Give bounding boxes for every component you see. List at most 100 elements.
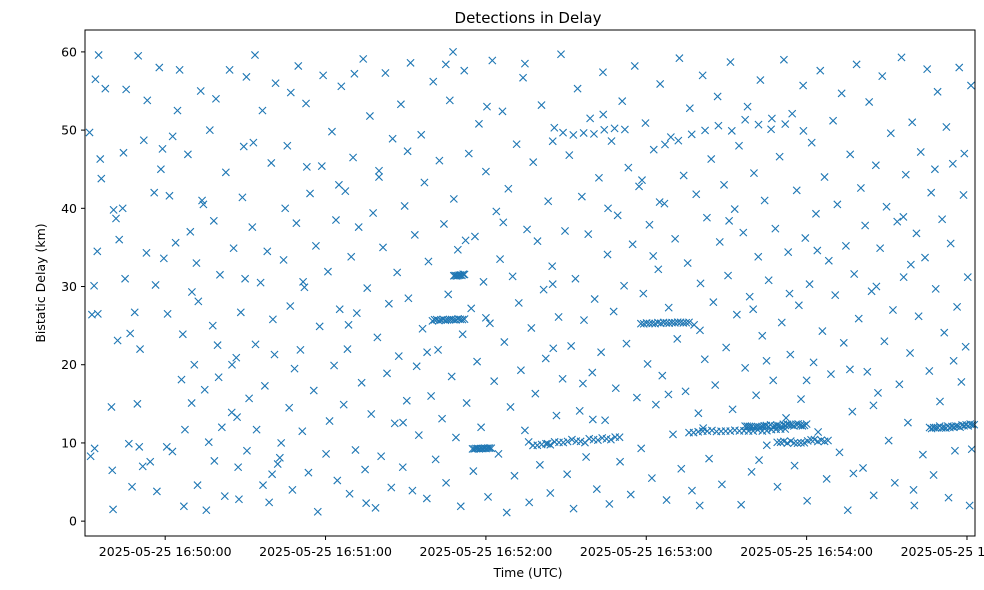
data-point: [662, 496, 671, 505]
data-point: [447, 372, 456, 381]
data-point: [204, 438, 213, 447]
data-point: [381, 69, 390, 78]
data-point: [906, 260, 915, 269]
data-point: [658, 371, 667, 380]
data-point: [445, 96, 454, 105]
data-point: [699, 424, 708, 433]
data-point: [563, 437, 572, 446]
data-point: [286, 88, 295, 97]
data-point: [656, 79, 665, 88]
data-point: [97, 174, 106, 183]
data-point: [914, 312, 923, 321]
data-point: [764, 276, 773, 285]
data-point: [890, 478, 899, 487]
data-point: [569, 504, 578, 513]
data-point: [260, 381, 269, 390]
data-point: [798, 421, 807, 430]
data-point: [700, 355, 709, 364]
data-point: [435, 156, 444, 165]
data-point: [500, 338, 509, 347]
data-point: [577, 192, 586, 201]
data-point: [645, 220, 654, 229]
data-point: [232, 353, 241, 362]
data-point: [180, 425, 189, 434]
data-point: [234, 495, 243, 504]
data-point: [107, 402, 116, 411]
data-point: [484, 492, 493, 501]
data-point: [460, 270, 469, 279]
data-point: [782, 413, 791, 422]
data-point: [373, 333, 382, 342]
data-point: [671, 234, 680, 243]
data-point: [249, 138, 258, 147]
data-point: [687, 486, 696, 495]
data-point: [918, 450, 927, 459]
data-point: [967, 445, 976, 454]
data-point: [322, 449, 331, 458]
data-point: [767, 114, 776, 123]
data-point: [186, 227, 195, 236]
data-point: [200, 385, 209, 394]
data-point: [196, 87, 205, 95]
data-point: [449, 194, 458, 203]
data-point: [771, 224, 780, 233]
data-point: [785, 289, 794, 298]
data-point: [490, 377, 499, 386]
data-point: [616, 457, 625, 466]
data-point: [698, 71, 707, 80]
data-point: [863, 367, 872, 376]
data-point: [637, 176, 646, 185]
data-point: [613, 211, 622, 220]
data-point: [767, 125, 776, 134]
data-point: [953, 302, 962, 311]
data-point: [554, 313, 563, 322]
data-point: [569, 130, 578, 139]
data-point: [142, 248, 151, 257]
data-points: [85, 47, 979, 517]
data-point: [752, 391, 761, 400]
data-point: [252, 425, 261, 434]
data-point: [400, 201, 409, 210]
data-point: [183, 150, 192, 159]
data-point: [315, 322, 324, 331]
data-point: [229, 244, 238, 253]
data-point: [350, 69, 359, 78]
data-point: [168, 447, 177, 456]
data-point: [294, 61, 303, 70]
data-point: [268, 470, 277, 479]
data-point: [773, 438, 782, 447]
data-point: [211, 94, 220, 103]
data-point: [86, 452, 95, 461]
data-point: [323, 267, 332, 276]
data-point: [807, 435, 816, 444]
data-point: [694, 409, 703, 418]
data-point: [427, 392, 436, 400]
data-point: [412, 362, 421, 371]
data-point: [464, 149, 473, 158]
data-point: [681, 387, 690, 396]
data-point: [610, 124, 619, 133]
data-point: [747, 467, 756, 476]
data-point: [414, 431, 423, 440]
data-point: [221, 168, 230, 177]
data-point: [122, 85, 131, 94]
data-point: [784, 248, 793, 257]
data-point: [429, 77, 438, 86]
data-point: [803, 496, 812, 505]
data-point: [155, 63, 164, 72]
data-point: [620, 281, 629, 290]
data-point: [298, 427, 307, 436]
data-point: [717, 480, 726, 489]
data-point: [108, 466, 117, 475]
data-point: [865, 97, 874, 106]
data-point: [393, 268, 402, 277]
data-point: [286, 302, 295, 311]
data-point: [296, 345, 305, 354]
data-point: [792, 186, 801, 195]
data-point: [876, 244, 885, 253]
data-point: [548, 262, 557, 271]
data-point: [822, 474, 831, 483]
data-point: [837, 89, 846, 98]
data-point: [793, 439, 802, 448]
